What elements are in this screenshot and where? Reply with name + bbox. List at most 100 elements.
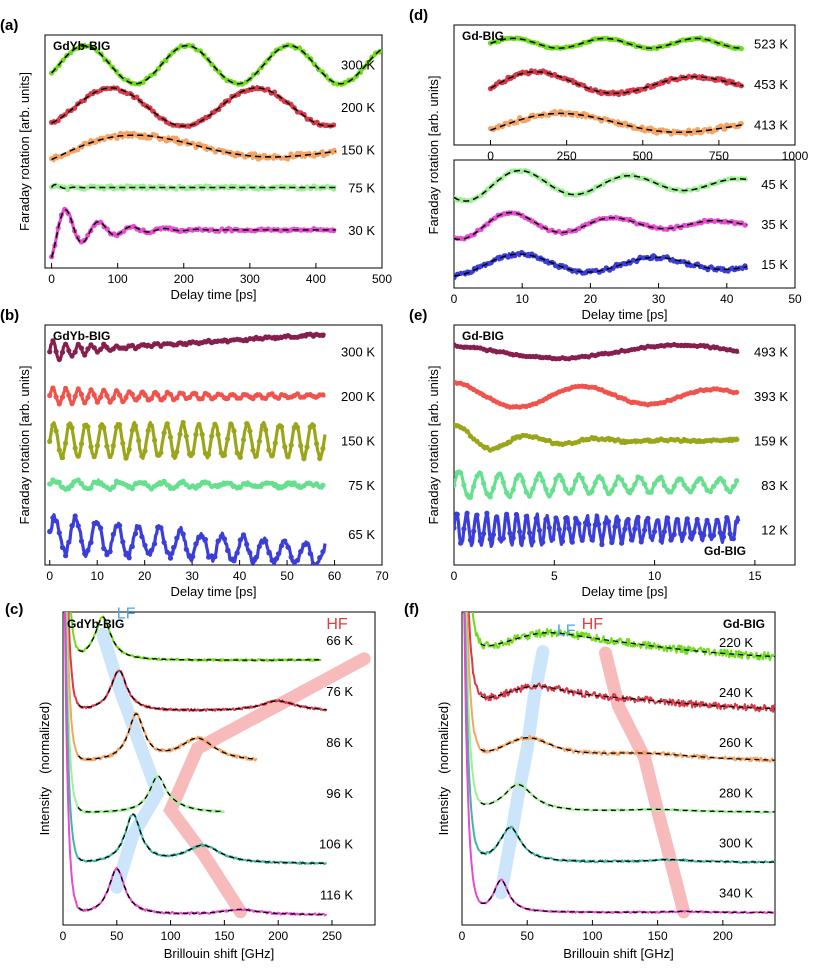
data-point	[136, 394, 142, 400]
plot-area	[454, 167, 749, 281]
panel-e: 0 5 10 15 493 K 393 K 159 K 83 K 12 K Gd-BIG Delay…	[409, 307, 796, 599]
data-point	[520, 535, 526, 541]
data-point	[101, 425, 107, 431]
data-point	[75, 386, 81, 392]
x-tick-label: 5	[551, 569, 558, 583]
data-point	[50, 422, 56, 428]
x-tick-label: 200	[174, 272, 194, 286]
data-point	[468, 269, 474, 275]
fit-line	[78, 616, 322, 661]
series-300-K	[49, 42, 382, 87]
data-point	[47, 392, 53, 399]
temperature-label: 280 K	[719, 785, 753, 800]
plot-area	[454, 341, 741, 549]
data-point	[199, 431, 205, 438]
data-point	[132, 423, 139, 429]
data-point	[50, 515, 56, 521]
data-point	[599, 476, 605, 482]
data-point	[599, 541, 605, 548]
data-point	[171, 452, 177, 459]
data-point	[266, 447, 272, 453]
data-point	[129, 391, 135, 397]
data-point	[85, 547, 91, 554]
x-axis-label: Delay time [ps]	[582, 307, 668, 322]
x-tick-label: 200	[713, 929, 733, 943]
data-point	[559, 538, 566, 545]
data-point	[320, 445, 326, 452]
series-76-K	[67, 612, 328, 712]
series-493-K	[454, 341, 740, 362]
data-point	[66, 392, 72, 398]
temperature-label: 200 K	[341, 389, 375, 404]
lf-label: LF	[557, 623, 576, 640]
data-point	[85, 141, 91, 147]
data-point	[163, 58, 169, 64]
data-point	[244, 421, 250, 427]
data-point	[628, 487, 635, 493]
data-point	[148, 423, 154, 429]
data-point	[691, 529, 697, 535]
fit-line	[78, 813, 327, 864]
data-point	[256, 392, 262, 398]
data-point	[317, 455, 323, 462]
data-point	[253, 453, 259, 459]
data-point	[288, 554, 294, 560]
hf-label: HF	[326, 616, 348, 633]
data-point	[275, 551, 282, 557]
data-point	[69, 482, 75, 489]
data-point	[110, 531, 116, 538]
data-point	[530, 486, 536, 492]
data-point	[237, 484, 243, 491]
data-point	[63, 553, 69, 559]
data-point	[642, 481, 648, 487]
data-point	[145, 483, 151, 489]
data-point	[75, 341, 81, 347]
x-tick-label: 20	[584, 292, 598, 306]
data-point	[91, 392, 97, 398]
data-point	[310, 423, 316, 429]
data-point	[212, 554, 218, 560]
temperature-label: 493 K	[754, 345, 788, 360]
data-point	[507, 493, 513, 500]
data-point	[250, 447, 256, 453]
data-point	[247, 428, 253, 434]
data-point	[714, 517, 720, 523]
data-point	[279, 543, 285, 549]
data-point	[101, 341, 107, 347]
data-point	[701, 532, 707, 538]
data-point	[738, 46, 744, 52]
series-393-K	[454, 379, 740, 410]
temperature-label: 35 K	[761, 217, 788, 232]
data-point	[123, 394, 129, 401]
lf-label: LF	[117, 605, 136, 622]
data-point	[75, 453, 81, 459]
series-150-K	[47, 419, 327, 462]
data-point	[651, 529, 658, 535]
data-point	[638, 475, 644, 481]
x-tick-label: 50	[521, 929, 535, 943]
data-point	[63, 341, 69, 347]
data-point	[612, 482, 618, 488]
data-point	[263, 427, 269, 433]
x-tick-label: 15	[748, 569, 762, 583]
panel-a: 0 100 200 300 400 500 300 K 200 K 150 K 75 K 30 K G…	[0, 17, 392, 302]
data-point	[142, 542, 148, 548]
x-tick-label: 500	[372, 272, 392, 286]
x-tick-label: 50	[110, 929, 124, 943]
x-tick-label: 100	[582, 929, 602, 943]
series-86-K	[66, 612, 258, 762]
data-point	[471, 528, 477, 534]
data-point	[174, 395, 180, 401]
data-point	[237, 395, 243, 401]
x-tick-label: 400	[306, 272, 326, 286]
data-point	[612, 524, 618, 530]
data-point	[190, 140, 196, 146]
series-200-K	[49, 84, 337, 129]
data-point	[231, 558, 237, 564]
hf-label: HF	[582, 616, 604, 633]
data-point	[467, 537, 473, 543]
data-point	[104, 443, 110, 449]
series-65-K	[47, 513, 327, 565]
data-point	[107, 453, 113, 460]
